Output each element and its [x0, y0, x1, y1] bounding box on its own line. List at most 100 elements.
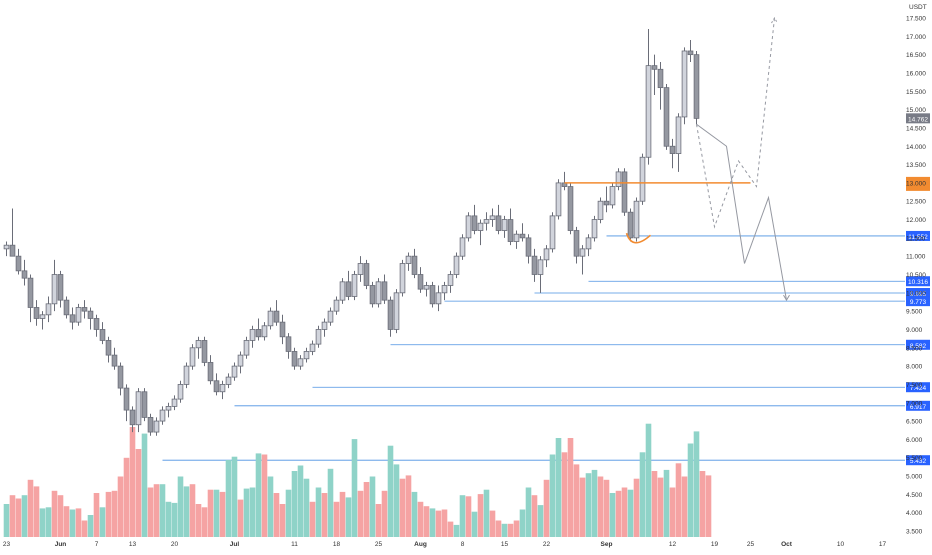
level-label-bg	[906, 455, 930, 466]
candle-body	[423, 285, 430, 290]
resistance-zone	[906, 176, 930, 191]
volume-bar	[471, 511, 478, 537]
candle-body	[261, 325, 268, 338]
candle-body	[603, 200, 610, 206]
candle-body	[135, 391, 142, 426]
candle-body	[171, 398, 178, 407]
volume-bar	[543, 479, 550, 537]
candle-body	[57, 274, 64, 301]
y-tick-label: 14.500	[906, 125, 926, 132]
volume-bar	[153, 484, 160, 537]
volume-bar	[357, 490, 364, 537]
x-tick-label: 8	[461, 541, 465, 548]
volume-bar	[123, 457, 130, 537]
volume-bar	[669, 487, 676, 537]
volume-bar	[93, 493, 100, 537]
volume-bar	[591, 469, 598, 537]
volume-bar	[663, 469, 670, 537]
candle-body	[279, 321, 286, 338]
projection-arrowhead	[783, 294, 790, 302]
candle-body	[219, 384, 226, 393]
candle-body	[453, 255, 460, 275]
candle-body	[447, 274, 454, 286]
candle-body	[237, 354, 244, 367]
candle-body	[69, 314, 76, 323]
volume-bar	[639, 452, 646, 537]
candle-body	[345, 281, 352, 297]
candle-body	[249, 329, 256, 341]
candle-body	[165, 406, 172, 411]
candle-body	[273, 310, 280, 323]
volume-bar	[339, 491, 346, 537]
y-tick-label: 13.500	[906, 162, 926, 169]
candle-body	[507, 219, 514, 242]
level-label-bg	[906, 382, 930, 393]
y-tick-label: 12.000	[906, 217, 926, 224]
candle-body	[87, 310, 94, 319]
candle-body	[597, 200, 604, 220]
candle-body	[111, 354, 118, 367]
volume-bar	[45, 507, 52, 537]
candle-body	[375, 281, 382, 305]
candle-body	[45, 303, 52, 316]
candle-body	[537, 259, 544, 275]
level-label-bg	[906, 296, 930, 307]
candle-body	[435, 292, 442, 305]
volume-bar	[621, 487, 628, 537]
volume-bar	[693, 431, 700, 537]
volume-bar	[525, 487, 532, 537]
volume-bar	[597, 476, 604, 537]
x-tick-label: 12	[669, 541, 677, 548]
candle-body	[213, 380, 220, 393]
candle-body	[555, 182, 562, 217]
volume-bar	[309, 501, 316, 537]
candle-body	[129, 409, 136, 426]
volume-bar	[675, 463, 682, 537]
volume-bar	[459, 495, 466, 537]
y-tick-label: 8.000	[906, 364, 923, 371]
candle-body	[243, 340, 250, 356]
volume-bar	[63, 506, 70, 537]
y-tick-label: 16.500	[906, 52, 926, 59]
volume-bar	[327, 468, 334, 537]
volume-bar	[351, 439, 358, 537]
volume-bar	[51, 490, 58, 537]
x-tick-label: 23	[3, 541, 11, 548]
volume-bar	[9, 495, 16, 537]
candle-body	[363, 263, 370, 286]
volume-bar	[231, 456, 238, 537]
y-tick-label: 13.000	[906, 180, 926, 187]
volume-bar	[405, 475, 412, 537]
y-tick-label: 16.000	[906, 70, 926, 77]
volume-bar	[147, 487, 154, 537]
candle-body	[333, 299, 340, 312]
candle-body	[645, 65, 652, 158]
candle-body	[687, 50, 694, 56]
volume-bar	[261, 454, 268, 537]
candle-body	[315, 329, 322, 345]
candle-body	[663, 87, 670, 147]
volume-bar	[651, 471, 658, 537]
y-tick-label: 4.000	[906, 510, 923, 517]
volume-bar	[477, 494, 484, 537]
y-tick-label: 15.000	[906, 107, 926, 114]
candle-body	[543, 248, 550, 261]
volume-bar	[369, 476, 376, 537]
candle-body	[525, 237, 532, 257]
volume-bar	[21, 495, 28, 537]
volume-bar	[705, 475, 712, 537]
level-label: 6.917	[910, 404, 927, 411]
volume-bar	[531, 495, 538, 537]
y-tick-label: 3.500	[906, 529, 923, 536]
volume-bar	[489, 510, 496, 537]
volume-bar	[435, 510, 442, 537]
volume-bar	[39, 508, 46, 537]
projection-path-dashed	[696, 17, 775, 229]
x-tick-label: 22	[543, 541, 551, 548]
candle-body	[147, 417, 154, 433]
volume-bar	[225, 460, 232, 537]
level-label: 10.316	[908, 279, 928, 286]
volume-bar	[363, 482, 370, 537]
